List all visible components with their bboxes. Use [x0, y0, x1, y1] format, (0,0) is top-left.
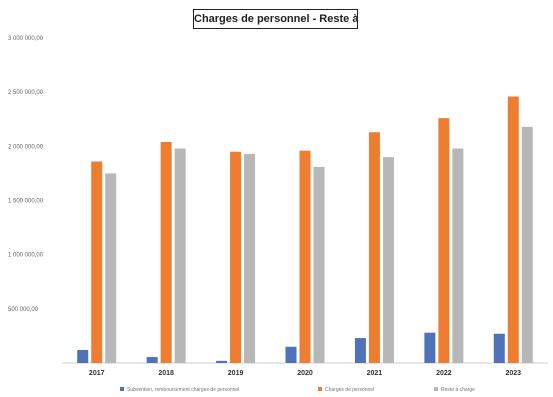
bar — [521, 126, 533, 363]
bar — [174, 148, 186, 363]
bar — [354, 338, 366, 363]
x-tick-label: 2019 — [228, 370, 244, 377]
legend-label: Charges de personnel — [325, 387, 374, 393]
y-axis: 500 000,00 1 000 000,00 1 500 000,00 2 000 … — [8, 36, 44, 313]
chart-title: Charges de personnel - Reste à charge — [193, 9, 358, 29]
y-tick-label: 2 500 000,00 — [8, 90, 44, 96]
x-tick-label: 2023 — [505, 370, 521, 377]
bar — [452, 148, 464, 363]
bar — [160, 142, 172, 363]
x-axis: 2017 2018 2019 2020 2021 2022 2023 — [89, 370, 521, 377]
y-tick-label: 1 500 000,00 — [8, 199, 44, 205]
legend-swatch — [434, 387, 438, 391]
x-tick-label: 2017 — [89, 370, 105, 377]
bars — [77, 96, 533, 364]
bar — [216, 360, 228, 363]
y-tick-label: 3 000 000,00 — [8, 36, 44, 42]
bar — [244, 153, 256, 363]
legend-label: Subvention, remboursement charges de per… — [127, 387, 239, 393]
bar — [313, 166, 325, 363]
legend-swatch — [120, 387, 124, 391]
bar — [507, 96, 519, 363]
bar — [91, 161, 103, 363]
legend: Subvention, remboursement charges de per… — [120, 387, 475, 393]
bar — [230, 151, 242, 363]
bar — [285, 346, 297, 363]
legend-label: Reste à charge — [441, 387, 475, 393]
x-tick-label: 2022 — [436, 370, 452, 377]
bar — [105, 173, 117, 363]
x-tick-label: 2018 — [158, 370, 174, 377]
x-tick-label: 2020 — [297, 370, 313, 377]
bar — [438, 118, 450, 364]
x-tick-label: 2021 — [367, 370, 383, 377]
y-tick-label: 1 000 000,00 — [8, 253, 44, 259]
bar — [299, 150, 311, 363]
bar — [368, 132, 380, 363]
bar — [382, 157, 394, 363]
legend-swatch — [318, 387, 322, 391]
bar — [146, 357, 158, 363]
y-tick-label: 500 000,00 — [8, 307, 39, 313]
bar — [424, 332, 436, 363]
bar — [493, 333, 505, 363]
y-tick-label: 2 000 000,00 — [8, 144, 44, 150]
bar — [77, 350, 89, 363]
